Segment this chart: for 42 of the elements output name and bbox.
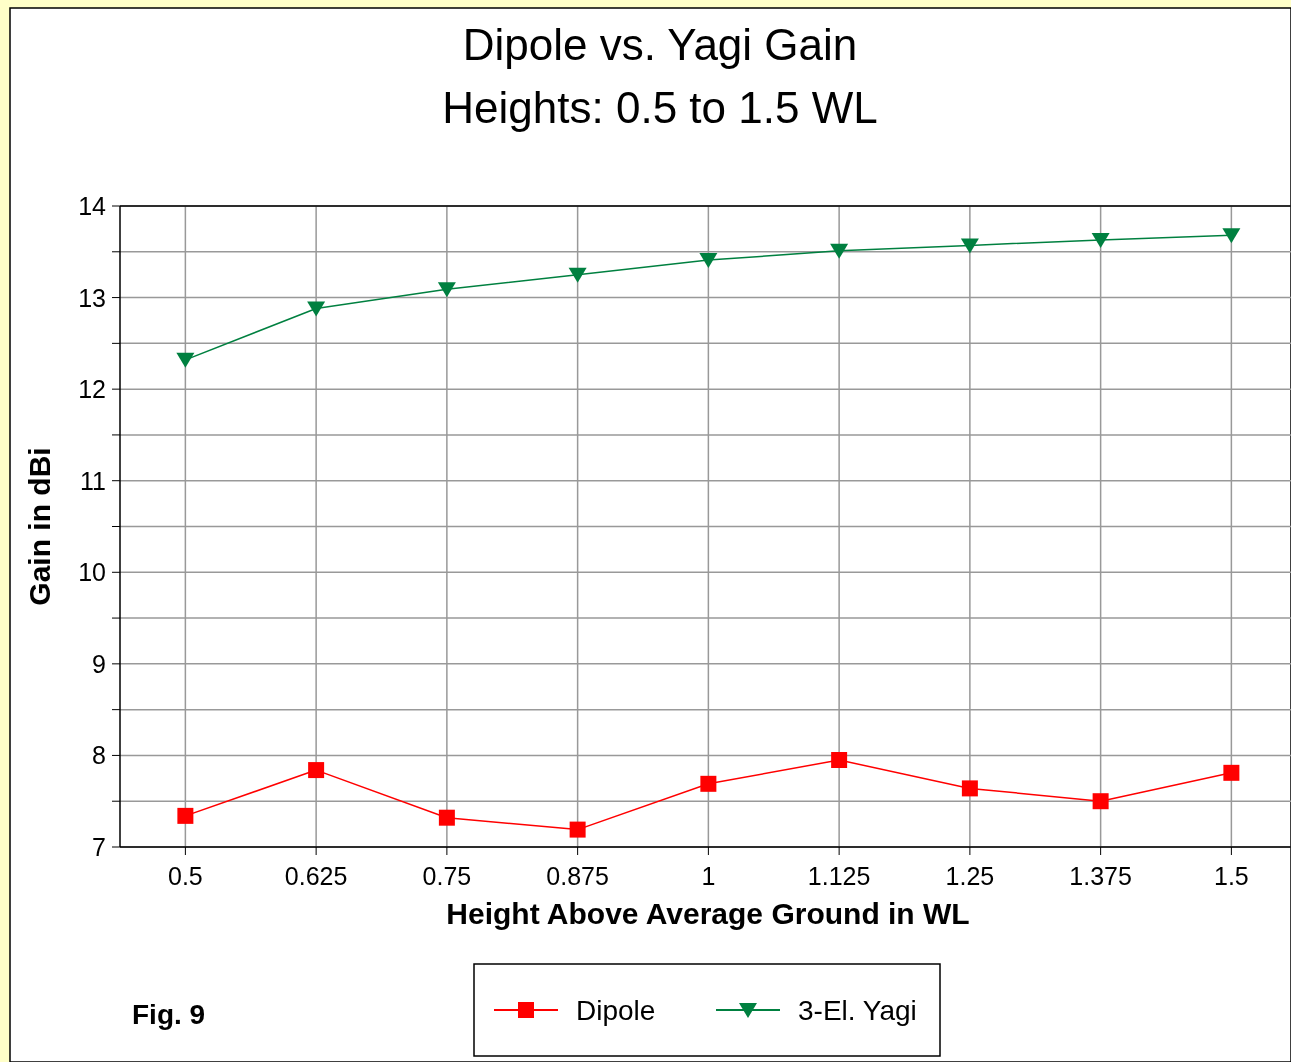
y-tick-label: 12	[78, 375, 106, 404]
y-axis-title: Gain in dBi	[23, 447, 56, 606]
point	[700, 775, 717, 792]
y-tick-label: 10	[78, 558, 106, 587]
x-tick-label: 1.5	[1213, 862, 1249, 890]
x-tick-label: 0.75	[422, 862, 472, 890]
chart-subtitle: Heights: 0.5 to 1.5 WL	[442, 83, 878, 132]
point	[961, 780, 978, 797]
point	[177, 807, 194, 824]
chart-title: Dipole vs. Yagi Gain	[462, 20, 858, 69]
x-tick-label: 1.125	[807, 862, 871, 890]
point	[830, 243, 849, 259]
point	[176, 352, 195, 368]
y-tick-label: 8	[92, 741, 106, 770]
point	[1222, 228, 1241, 244]
x-tick-label: 1.25	[945, 862, 995, 890]
point	[831, 752, 848, 769]
x-tick-label: 0.625	[284, 862, 348, 890]
point	[1223, 764, 1240, 781]
point	[438, 809, 455, 826]
y-tick-label: 13	[78, 283, 106, 312]
point	[568, 267, 587, 283]
y-tick-label: 14	[78, 192, 107, 220]
legend-label: Dipole	[576, 995, 656, 1026]
point	[437, 282, 456, 298]
y-tick-label: 11	[80, 466, 106, 495]
point	[699, 253, 718, 269]
point	[960, 238, 979, 254]
x-tick-label: 0.5	[167, 862, 203, 890]
point	[307, 301, 326, 317]
x-axis-title: Height Above Average Ground in WL	[446, 897, 970, 930]
x-tick-label: 1.375	[1069, 862, 1132, 890]
y-tick-label: 9	[92, 649, 106, 678]
y-tick-label: 7	[92, 833, 106, 861]
x-tick-label: 0.875	[546, 862, 609, 890]
point	[308, 762, 325, 779]
point	[1092, 793, 1109, 810]
point	[569, 821, 586, 838]
point	[1091, 232, 1110, 248]
legend-label: 3-El. Yagi	[798, 995, 917, 1026]
x-tick-label: 1	[701, 862, 716, 890]
caption: Fig. 9	[132, 999, 206, 1030]
